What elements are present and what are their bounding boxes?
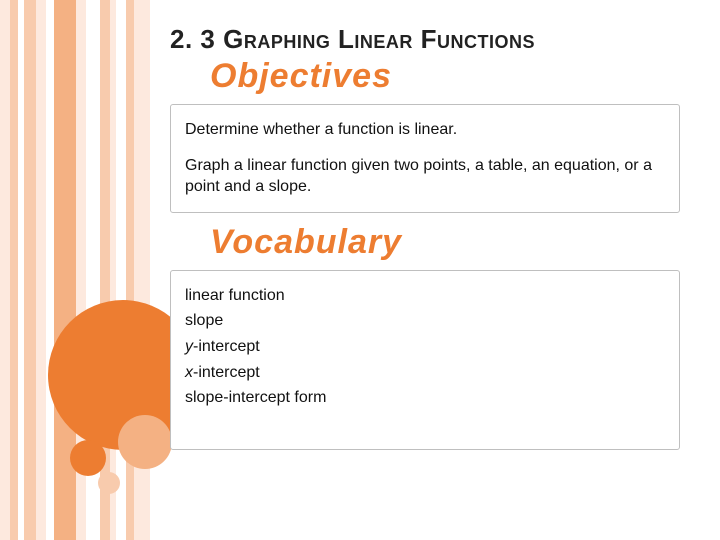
vocab-term-4-var: x <box>185 364 193 381</box>
vocab-term-1: linear function <box>185 285 665 307</box>
vocab-term-3-rest: -intercept <box>193 338 260 355</box>
page-title: 2. 3 Graphing Linear Functions <box>170 24 680 55</box>
vocab-term-3: y-intercept <box>185 336 665 358</box>
slide-content: 2. 3 Graphing Linear Functions Objective… <box>0 0 720 450</box>
objective-2: Graph a linear function given two points… <box>185 155 665 198</box>
vocabulary-heading: Vocabulary <box>210 223 680 262</box>
vocab-term-5: slope-intercept form <box>185 387 665 409</box>
vocab-term-4-rest: -intercept <box>193 364 260 381</box>
vocab-term-3-var: y <box>185 338 193 355</box>
decorative-circle <box>98 472 120 494</box>
vocab-term-2: slope <box>185 310 665 332</box>
vocab-term-4: x-intercept <box>185 362 665 384</box>
vocabulary-box: linear function slope y-intercept x-inte… <box>170 270 680 450</box>
objectives-box: Determine whether a function is linear. … <box>170 104 680 213</box>
objective-1: Determine whether a function is linear. <box>185 119 665 141</box>
objectives-heading: Objectives <box>210 57 680 96</box>
